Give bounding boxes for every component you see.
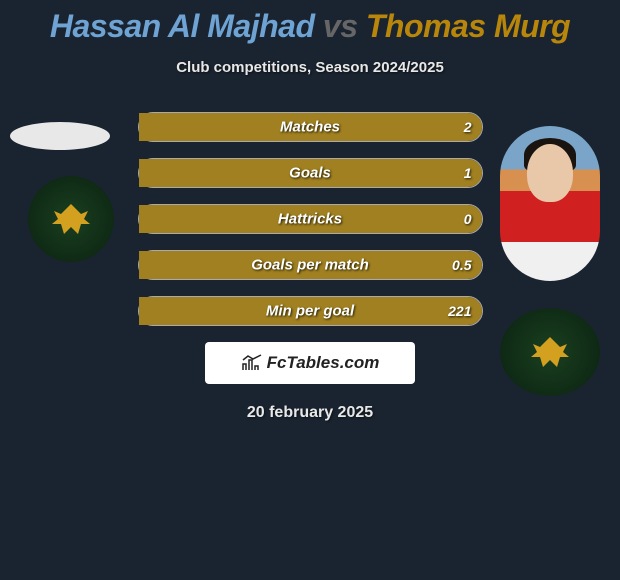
chart-icon: [241, 354, 263, 372]
stat-right-value: 221: [448, 303, 471, 319]
player1-photo-placeholder: [10, 122, 110, 150]
vs-text: vs: [323, 8, 358, 44]
player1-club-badge: [28, 176, 114, 262]
stat-row-min-per-goal: Min per goal 221: [138, 296, 483, 326]
subtitle: Club competitions, Season 2024/2025: [0, 59, 620, 76]
stat-row-matches: Matches 2: [138, 112, 483, 142]
player2-name: Thomas Murg: [366, 8, 570, 44]
stat-right-value: 2: [464, 119, 472, 135]
eagle-icon: [525, 332, 575, 372]
stat-right-value: 0.5: [452, 257, 471, 273]
stat-label: Min per goal: [266, 303, 354, 320]
stat-row-hattricks: Hattricks 0: [138, 204, 483, 234]
stat-right-value: 0: [464, 211, 472, 227]
eagle-icon: [46, 199, 96, 239]
player2-photo: [500, 126, 600, 281]
stat-label: Hattricks: [278, 211, 342, 228]
player1-name: Hassan Al Majhad: [50, 8, 315, 44]
head: [527, 144, 573, 202]
stat-row-goals-per-match: Goals per match 0.5: [138, 250, 483, 280]
date-text: 20 february 2025: [0, 404, 620, 422]
fctables-brand: FcTables.com: [205, 342, 415, 384]
comparison-title: Hassan Al Majhad vs Thomas Murg: [0, 0, 620, 45]
stat-row-goals: Goals 1: [138, 158, 483, 188]
stat-label: Goals: [289, 165, 331, 182]
stat-right-value: 1: [464, 165, 472, 181]
stat-label: Goals per match: [251, 257, 369, 274]
stats-container: Matches 2 Goals 1 Hattricks 0 Goals per …: [138, 112, 483, 326]
player2-club-badge: [500, 308, 600, 396]
stat-label: Matches: [280, 119, 340, 136]
brand-text: FcTables.com: [267, 353, 380, 373]
